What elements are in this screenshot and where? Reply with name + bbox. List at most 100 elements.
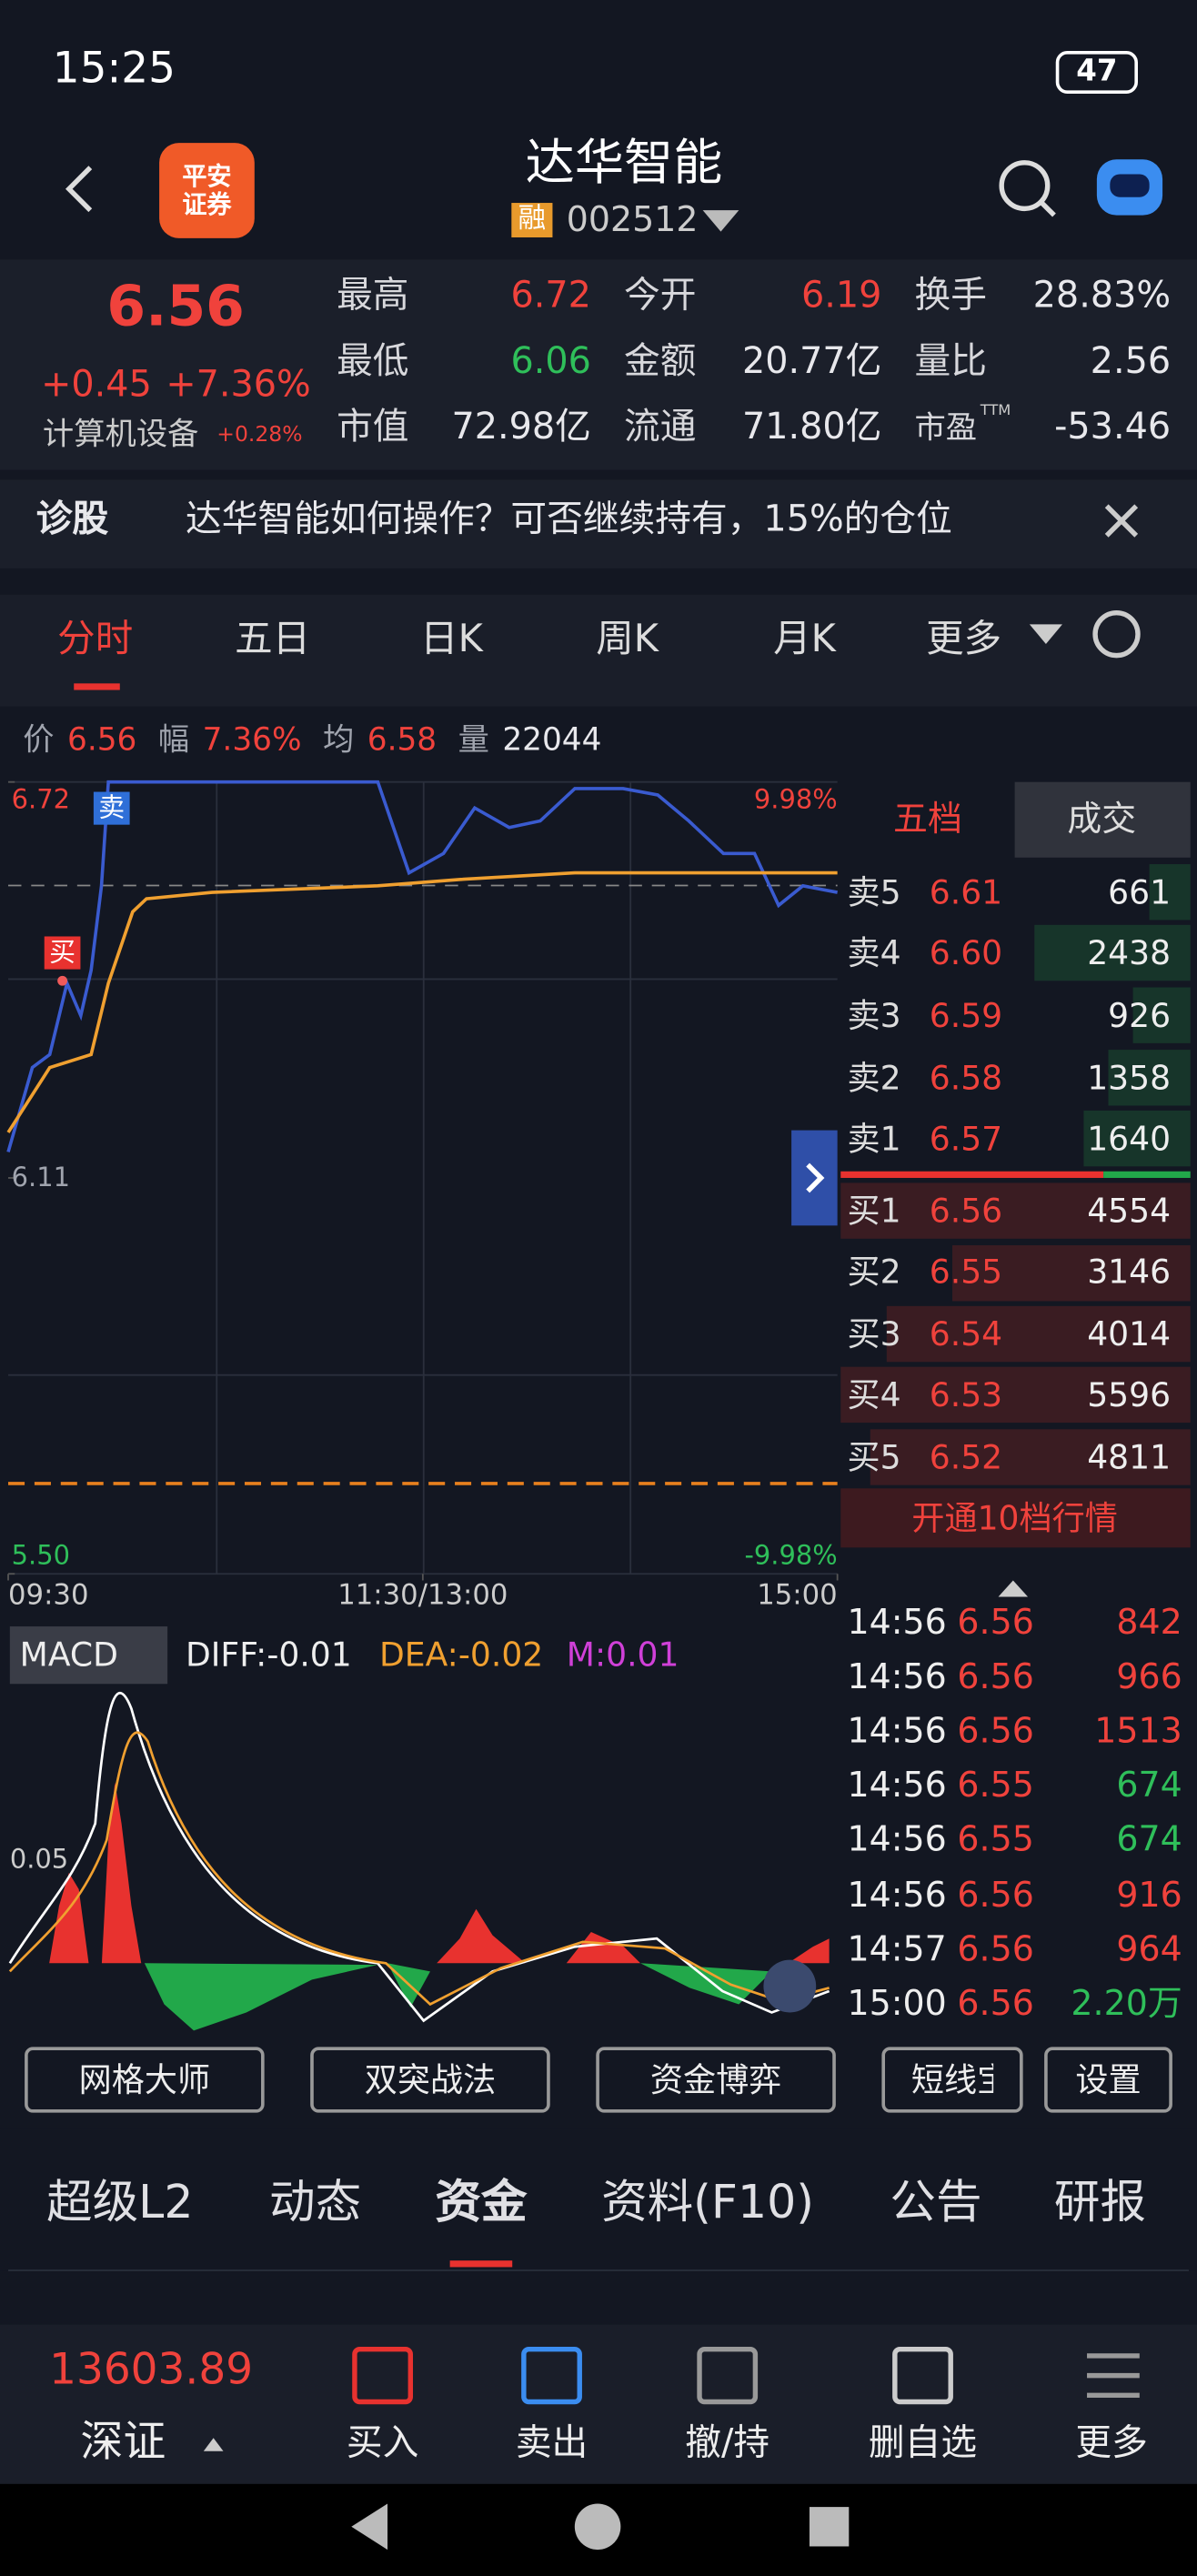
section-tab[interactable]: 超级L2 <box>46 2175 194 2229</box>
book-title: 五档 <box>893 799 962 840</box>
chart-tab[interactable]: 周K <box>596 618 659 661</box>
tool-button[interactable] <box>881 2047 1023 2113</box>
macd-label[interactable]: MACD <box>19 1635 118 1675</box>
macd-selector[interactable] <box>9 1626 168 1685</box>
book-label: 卖1 <box>847 1118 901 1159</box>
chart-tab[interactable]: 更多 <box>926 618 1002 661</box>
chart-grid <box>8 780 838 1575</box>
scroll-up[interactable] <box>998 1580 1029 1597</box>
tool-label[interactable]: 双突战法 <box>364 2059 497 2100</box>
chart-tab[interactable]: 月K <box>773 618 836 661</box>
upgrade-bg[interactable] <box>840 1488 1191 1548</box>
tool-button[interactable] <box>25 2047 265 2113</box>
ask-bars <box>1034 864 1191 1167</box>
trade-volume: 1513 <box>1094 1711 1182 1751</box>
action-label[interactable]: 删自选 <box>868 2422 978 2465</box>
trade-tab-bg[interactable] <box>1014 781 1191 858</box>
book-price: 6.52 <box>929 1437 1003 1477</box>
index-arrow[interactable] <box>203 2438 224 2451</box>
tool-label[interactable]: 网格大师 <box>78 2059 211 2100</box>
info-value: 6.56 <box>67 721 137 759</box>
cancel-icon[interactable] <box>697 2347 759 2405</box>
code-dropdown[interactable] <box>702 210 739 232</box>
fullscreen-icon[interactable] <box>763 1959 817 2013</box>
chart-tab[interactable]: 日K <box>420 618 483 661</box>
stat-value: 6.06 <box>510 341 591 383</box>
stock-name: 达华智能 <box>525 135 723 193</box>
section-tab[interactable]: 公告 <box>890 2175 982 2229</box>
stat-sup: TTM <box>980 403 1011 420</box>
stat-value: 2.56 <box>1090 341 1172 383</box>
remove-icon[interactable] <box>892 2347 953 2405</box>
nav-back[interactable] <box>351 2503 388 2551</box>
search-icon[interactable] <box>999 160 1051 212</box>
price-line <box>6 780 838 1152</box>
section-tab[interactable]: 资料(F10) <box>601 2175 815 2229</box>
upgrade-link[interactable]: 开通10档行情 <box>911 1498 1118 1538</box>
bid-row-bg <box>840 1182 1191 1239</box>
macd-diff: DIFF:-0.01 <box>185 1635 352 1675</box>
book-price: 6.55 <box>929 1252 1003 1292</box>
index-name[interactable]: 深证 <box>80 2418 166 2468</box>
banner-text[interactable]: 达华智能如何操作？可否继续持有，15%的仓位 <box>185 499 952 541</box>
trade-volume: 674 <box>1116 1819 1182 1860</box>
action-label[interactable]: 更多 <box>1075 2422 1148 2465</box>
section-tab[interactable]: 动态 <box>269 2175 362 2229</box>
chart-tab[interactable]: 五日 <box>235 618 311 661</box>
section-tab[interactable]: 研报 <box>1053 2175 1147 2229</box>
margin-badge: 融 <box>511 203 553 237</box>
action-label[interactable]: 买入 <box>346 2422 419 2465</box>
nav-home[interactable] <box>574 2503 621 2551</box>
action-label[interactable]: 撤/持 <box>685 2422 770 2465</box>
settings-icon[interactable] <box>1092 609 1141 659</box>
banner-label: 诊股 <box>35 499 109 541</box>
nav-recent[interactable] <box>809 2507 850 2547</box>
chart-tab[interactable]: 分时 <box>57 618 134 661</box>
book-tab[interactable]: 成交 <box>1067 799 1137 840</box>
x-tick-label: 15:00 <box>757 1579 838 1613</box>
ask-bar <box>840 1171 1104 1178</box>
info-label: 幅 <box>157 721 190 759</box>
action-label[interactable]: 卖出 <box>515 2422 588 2465</box>
trade-price: 6.56 <box>957 1656 1034 1696</box>
trade-volume: 916 <box>1116 1874 1182 1915</box>
trade-price: 6.56 <box>957 1602 1034 1643</box>
tool-label[interactable]: 短线宝 <box>910 2063 993 2097</box>
change: +0.45 <box>41 364 152 407</box>
quote-panel <box>0 259 1197 470</box>
battery-level: 47 <box>1076 54 1118 89</box>
macd-dea <box>8 1731 830 2007</box>
info-value: 7.36% <box>202 721 302 759</box>
stat-value: 20.77亿 <box>741 341 882 383</box>
tool-button[interactable] <box>310 2047 550 2113</box>
trade-time: 15:00 <box>847 1983 947 2023</box>
tool-label[interactable]: 资金博弈 <box>649 2059 782 2100</box>
tool-button[interactable] <box>596 2047 836 2113</box>
macd-dea: DEA:-0.02 <box>379 1635 544 1675</box>
change-pct: +7.36% <box>166 364 311 407</box>
stat-label: 流通 <box>623 407 697 449</box>
book-label: 买5 <box>847 1437 901 1477</box>
more-icon[interactable] <box>1087 2353 1140 2399</box>
sell-icon[interactable] <box>521 2347 582 2405</box>
buy-icon[interactable] <box>352 2347 414 2405</box>
bid-row-bg <box>870 1429 1191 1485</box>
trade-price: 6.56 <box>957 1874 1034 1915</box>
trade-price: 6.55 <box>957 1819 1034 1860</box>
book-price: 6.59 <box>929 995 1003 1035</box>
book-label: 卖3 <box>847 995 901 1035</box>
tool-button[interactable] <box>1044 2047 1172 2113</box>
expand-button[interactable] <box>791 1130 838 1226</box>
ask-row-bg <box>1149 864 1191 921</box>
tool-label[interactable]: 设置 <box>1075 2059 1142 2100</box>
trade-price: 6.56 <box>957 1983 1034 2023</box>
book-price: 6.54 <box>929 1313 1003 1354</box>
pct-label: -9.98% <box>744 1539 838 1571</box>
trade-time: 14:56 <box>847 1711 947 1751</box>
trade-volume: 842 <box>1116 1602 1182 1643</box>
logo-text: 平安证券 <box>182 161 232 219</box>
price-line <box>6 870 838 1133</box>
section-tab[interactable]: 资金 <box>435 2175 528 2229</box>
back-icon[interactable] <box>65 166 93 213</box>
close-icon[interactable] <box>1104 504 1139 538</box>
